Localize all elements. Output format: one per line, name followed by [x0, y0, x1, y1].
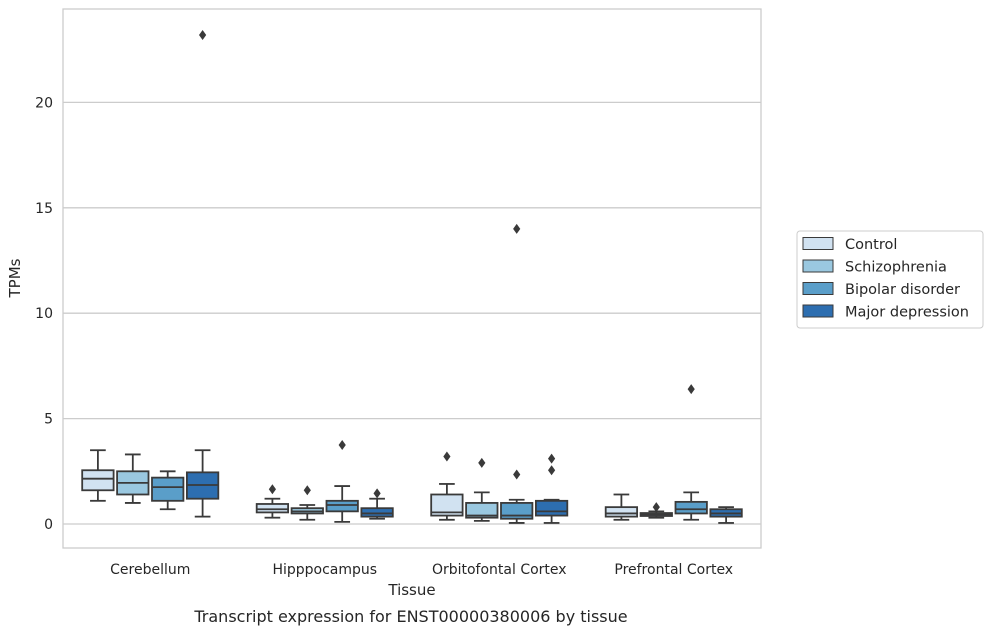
outlier-point	[687, 384, 695, 395]
box-body	[430, 493, 464, 517]
y-tick-label: 5	[44, 412, 53, 428]
box-body	[151, 476, 185, 502]
x-tick-label: Hipppocampus	[272, 562, 377, 578]
box-major-depression	[709, 506, 743, 524]
legend-label: Control	[845, 237, 897, 253]
x-tick-label: Orbitofontal Cortex	[432, 562, 567, 578]
box-major-depression	[534, 453, 569, 524]
gridlines	[63, 101, 761, 525]
box-control	[255, 484, 290, 519]
box-bipolar-disorder	[325, 439, 359, 523]
box-body	[674, 500, 708, 515]
box-schizophrenia	[465, 457, 499, 522]
y-tick-label: 15	[35, 201, 53, 217]
legend-label: Major depression	[845, 305, 969, 321]
box-bipolar-disorder	[500, 223, 534, 524]
legend-label: Bipolar disorder	[845, 282, 960, 298]
y-tick-labels: 0 5 10 15 20	[35, 95, 53, 533]
outlier-point	[652, 502, 660, 513]
box-bipolar-disorder	[674, 384, 708, 521]
outlier-point	[268, 484, 276, 495]
outlier-point	[303, 485, 311, 496]
y-axis-title: TPMs	[6, 258, 24, 298]
box-body	[534, 499, 569, 517]
box-schizophrenia	[639, 502, 673, 519]
outlier-point	[338, 439, 346, 450]
box-body	[465, 502, 499, 519]
outlier-point	[548, 465, 556, 476]
legend-frame	[796, 230, 984, 329]
x-tick-labels: Cerebellum Hipppocampus Orbitofontal Corte…	[110, 562, 733, 578]
outlier-point	[443, 451, 451, 462]
outlier-point	[513, 469, 521, 480]
plot-frame	[62, 8, 762, 549]
box-body	[255, 503, 290, 514]
box-schizophrenia	[290, 485, 324, 521]
legend-swatch	[802, 259, 834, 273]
box-major-depression	[185, 29, 220, 518]
chart-caption: Transcript expression for ENST0000038000…	[193, 607, 627, 626]
legend-swatch	[802, 237, 834, 250]
legend: Control Schizophrenia Bipolar disorder Majo…	[796, 230, 984, 329]
box-body	[81, 469, 115, 492]
outlier-point	[513, 223, 521, 234]
x-tick-label: Prefrontal Cortex	[614, 562, 733, 578]
box-body	[604, 506, 639, 518]
box-major-depression	[360, 488, 394, 520]
box-body	[325, 499, 359, 513]
box-bipolar-disorder	[151, 470, 185, 511]
y-tick-label: 20	[35, 95, 53, 111]
y-tick-label: 10	[35, 306, 53, 322]
box-schizophrenia	[116, 453, 150, 504]
x-axis-title: Tissue	[387, 581, 435, 599]
outlier-point	[548, 453, 556, 464]
box-control	[430, 451, 464, 521]
box-plots	[81, 29, 743, 524]
x-tick-label: Cerebellum	[110, 562, 190, 578]
box-body	[360, 507, 394, 518]
legend-swatch	[802, 282, 834, 295]
outlier-point	[373, 488, 381, 499]
legend-label: Schizophrenia	[845, 260, 947, 276]
box-control	[604, 493, 639, 521]
box-control	[81, 449, 115, 502]
outlier-point	[478, 457, 486, 468]
y-tick-label: 0	[44, 517, 53, 533]
legend-swatch	[802, 304, 834, 318]
outlier-point	[199, 29, 207, 40]
